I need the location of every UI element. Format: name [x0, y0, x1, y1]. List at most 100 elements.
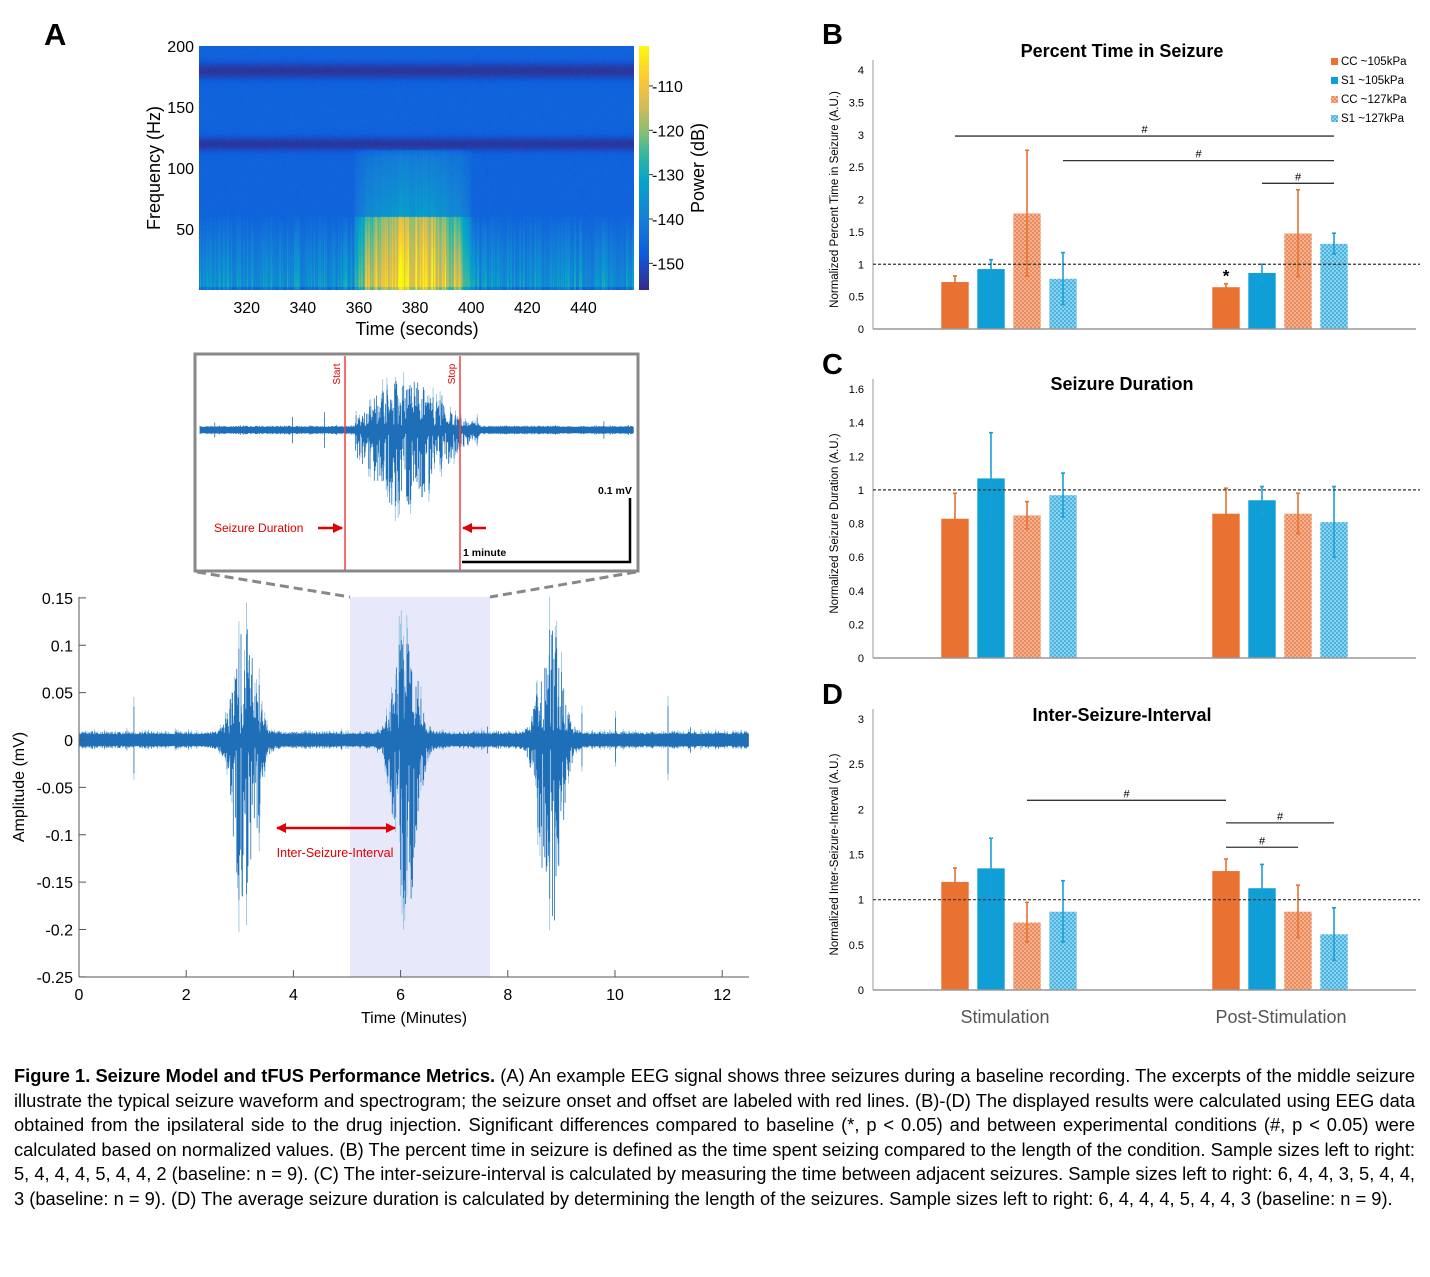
- scale-bar-voltage: 0.1 mV: [598, 485, 632, 497]
- spectrogram-ytick: 100: [167, 161, 194, 178]
- ytick-label: 0.4: [849, 586, 864, 598]
- ytick-label: 1.5: [849, 850, 864, 862]
- error-bar: [953, 867, 957, 896]
- ytick-label: 2.5: [849, 162, 864, 174]
- zoom-connector-right: [489, 570, 637, 599]
- bar-cc-105kpa: [940, 881, 970, 991]
- eeg-xtick: 2: [182, 987, 191, 1004]
- spectrogram-xlabel: Time (seconds): [355, 319, 478, 339]
- error-bar: [1025, 500, 1029, 530]
- spectrogram-ytick: 50: [176, 222, 194, 239]
- chart-title: Seizure Duration: [1050, 374, 1193, 394]
- colorbar-label: Power (dB): [688, 123, 708, 213]
- error-bar: [1296, 492, 1300, 535]
- eeg-ytick: -0.15: [37, 875, 74, 892]
- spectrogram-xtick: 440: [570, 300, 597, 317]
- panel-label-a: A: [44, 17, 66, 52]
- error-bar: [1025, 901, 1029, 943]
- panel-label-c: C: [822, 349, 843, 381]
- ytick-label: 0.5: [849, 940, 864, 952]
- inset-eeg-trace: [199, 372, 634, 522]
- error-bar: [1224, 858, 1228, 884]
- ytick-label: 3.5: [849, 97, 864, 109]
- chart-title: Percent Time in Seizure: [1021, 41, 1224, 61]
- spectrogram-xtick: 420: [514, 300, 541, 317]
- error-bar: [989, 258, 993, 279]
- error-bar: [1332, 906, 1336, 961]
- ytick-label: 2: [858, 195, 864, 207]
- error-bar: [1061, 472, 1065, 518]
- ytick-label: 1.6: [849, 384, 864, 396]
- ytick-label: 2: [858, 804, 864, 816]
- ytick-label: 3: [858, 130, 864, 142]
- chart-ylabel: Normalized Percent Time in Seizure (A.U.…: [829, 91, 841, 308]
- ytick-label: 0: [858, 985, 864, 997]
- caption-title: Figure 1. Seizure Model and tFUS Perform…: [14, 1065, 496, 1086]
- eeg-ytick: -0.25: [37, 970, 74, 987]
- ytick-label: 1: [858, 259, 864, 271]
- eeg-xtick: 6: [396, 987, 405, 1004]
- colorbar-tick-label: -150: [652, 256, 684, 273]
- legend-label: CC ~105kPa: [1341, 56, 1407, 68]
- legend-swatch: [1331, 58, 1338, 65]
- bar-s1-127kpa: [1048, 494, 1078, 659]
- panel-label-b: B: [822, 19, 843, 51]
- ytick-label: 4: [858, 65, 864, 77]
- error-bar: [1296, 188, 1300, 278]
- legend-swatch: [1331, 77, 1338, 84]
- ytick-label: 0: [858, 653, 864, 665]
- inset-start-label: Start: [332, 363, 343, 384]
- legend-swatch: [1331, 96, 1338, 103]
- spectrogram-ylabel: Frequency (Hz): [144, 106, 164, 230]
- spectrogram-ytick: 200: [167, 39, 194, 56]
- eeg-ytick: -0.2: [45, 923, 73, 940]
- error-bar: [1260, 485, 1264, 515]
- error-bar: [1061, 879, 1065, 943]
- significance-star: *: [1223, 267, 1230, 286]
- inset-stop-label: Stop: [447, 363, 458, 384]
- ytick-label: 0.2: [849, 619, 864, 631]
- bar-cc-105kpa: [940, 281, 970, 330]
- seizure-duration-chart: Seizure Duration Normalized Seizure Durat…: [829, 374, 1420, 665]
- chart-ylabel: Normalized Inter-Seizure-Interval (A.U.): [829, 753, 841, 955]
- trace-line: [199, 381, 634, 506]
- ytick-label: 1.4: [849, 418, 864, 430]
- eeg-ylabel: Amplitude (mV): [11, 732, 28, 842]
- significance-label: #: [1259, 835, 1266, 847]
- percent-time-chart: Percent Time in Seizure Normalized Percen…: [829, 41, 1420, 336]
- eeg-ytick: -0.05: [37, 780, 74, 797]
- ytick-label: 0.5: [849, 292, 864, 304]
- error-bar: [1332, 232, 1336, 255]
- error-bar: [1296, 884, 1300, 939]
- bar-s1-105kpa: [1247, 499, 1277, 659]
- ytick-label: 1: [858, 485, 864, 497]
- ytick-label: 3: [858, 714, 864, 726]
- category-label: Post-Stimulation: [1215, 1007, 1346, 1027]
- seizure-inset: Start Stop Seizure Duration 0.1 mV 1 min…: [193, 352, 640, 599]
- ytick-label: 0.6: [849, 552, 864, 564]
- error-bar: [953, 492, 957, 545]
- eeg-ytick: 0: [64, 733, 73, 750]
- error-bar: [1332, 485, 1336, 558]
- colorbar-tick-label: -120: [652, 123, 684, 140]
- colorbar-tick-label: -140: [652, 212, 684, 229]
- eeg-ytick: 0.05: [42, 686, 73, 703]
- bar-cc-127kpa: [1283, 513, 1313, 659]
- ytick-label: 1.5: [849, 227, 864, 239]
- caption-text: (A) An example EEG signal shows three se…: [14, 1065, 1415, 1209]
- ytick-label: 0: [858, 324, 864, 336]
- significance-label: #: [1141, 124, 1148, 136]
- significance-label: #: [1277, 811, 1284, 823]
- spectrogram-xtick: 400: [458, 300, 485, 317]
- eeg-xtick: 4: [289, 987, 298, 1004]
- figure-caption: Figure 1. Seizure Model and tFUS Perform…: [14, 1064, 1415, 1212]
- eeg-ytick: -0.1: [45, 828, 73, 845]
- spectrogram-ytick: 150: [167, 100, 194, 117]
- error-bar: [1025, 149, 1029, 277]
- category-label: Stimulation: [960, 1007, 1049, 1027]
- legend-label: S1 ~127kPa: [1341, 113, 1405, 125]
- ytick-label: 0.8: [849, 519, 864, 531]
- ytick-label: 1: [858, 895, 864, 907]
- spectrogram-xtick: 360: [346, 300, 373, 317]
